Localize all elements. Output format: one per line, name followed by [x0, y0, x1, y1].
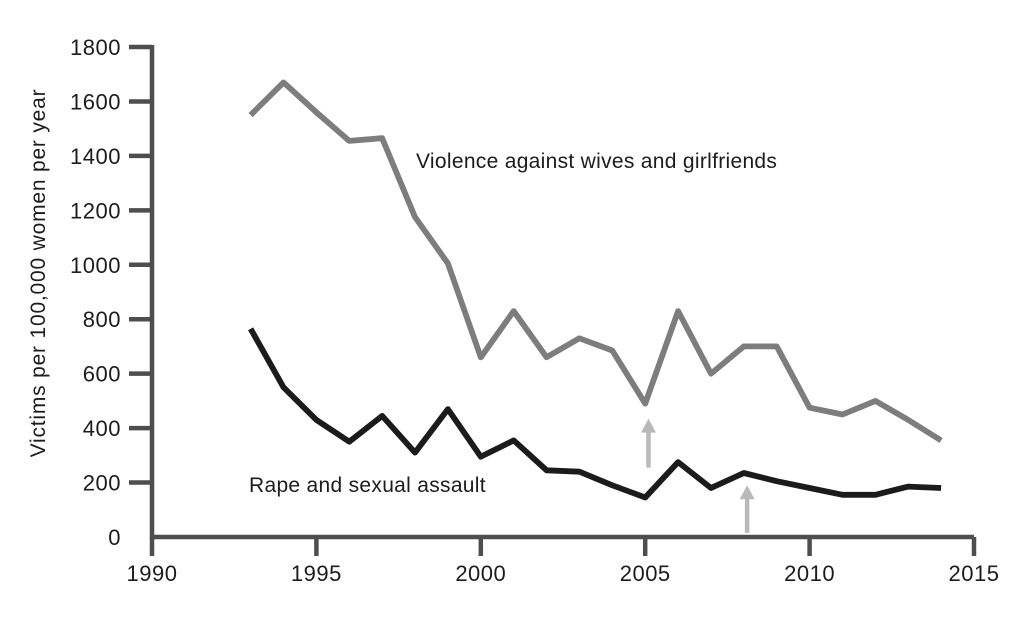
x-tick-label: 1990 [127, 561, 178, 586]
y-axis-title: Victims per 100,000 women per year [27, 88, 50, 458]
series-label-rape-sexual-assault: Rape and sexual assault [249, 474, 486, 497]
y-tick-label: 1600 [70, 89, 121, 114]
x-tick-label: 2005 [620, 561, 671, 586]
series-line-0 [248, 79, 943, 443]
x-tick-label: 2010 [784, 561, 835, 586]
y-tick-label: 400 [83, 416, 121, 441]
x-tick-label: 1995 [291, 561, 342, 586]
y-tick-label: 1800 [70, 35, 121, 60]
annotation-arrow-head-1 [739, 485, 755, 500]
y-tick-label: 200 [83, 471, 121, 496]
series-label-violence-wives-girlfriends: Violence against wives and girlfriends [416, 150, 778, 173]
y-tick-label: 1400 [70, 144, 121, 169]
y-tick-label: 800 [83, 307, 121, 332]
y-tick-label: 0 [108, 525, 121, 550]
y-tick-label: 600 [83, 362, 121, 387]
y-tick-label: 1200 [70, 198, 121, 223]
annotation-arrow-head-0 [640, 418, 656, 433]
x-tick-label: 2000 [455, 561, 506, 586]
y-tick-label: 1000 [70, 253, 121, 278]
series-line-1 [248, 327, 942, 501]
x-tick-label: 2015 [949, 561, 1000, 586]
